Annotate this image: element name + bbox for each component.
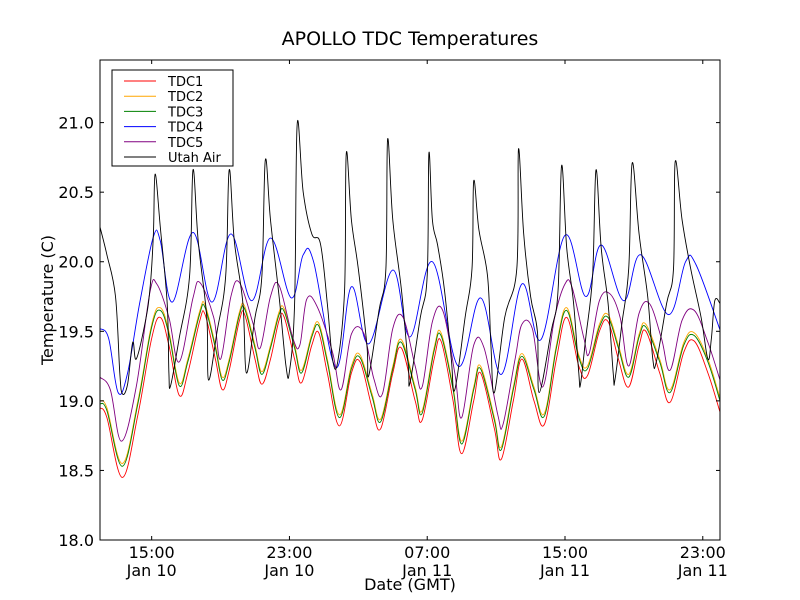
series-layer bbox=[100, 120, 720, 478]
legend-label: Utah Air bbox=[168, 151, 221, 166]
x-tick-label-time: 23:00 bbox=[266, 543, 312, 562]
y-tick-label: 20.5 bbox=[58, 183, 94, 202]
x-tick-label-date: Jan 11 bbox=[539, 561, 590, 580]
y-axis: 18.0 18.5 19.0 19.5 20.0 20.5 21.0 bbox=[58, 114, 720, 550]
y-tick-label: 19.5 bbox=[58, 322, 94, 341]
x-tick-label-time: 07:00 bbox=[404, 543, 450, 562]
chart-title: APOLLO TDC Temperatures bbox=[282, 28, 539, 50]
x-tick-label-time: 15:00 bbox=[129, 543, 175, 562]
x-tick-label-time: 23:00 bbox=[680, 543, 726, 562]
legend-label: TDC5 bbox=[167, 136, 203, 151]
y-tick-label: 18.0 bbox=[58, 531, 94, 550]
legend-label: TDC4 bbox=[167, 121, 203, 136]
y-tick-label: 21.0 bbox=[58, 114, 94, 133]
y-tick-label: 20.0 bbox=[58, 253, 94, 272]
x-tick-label-date: Jan 10 bbox=[126, 561, 177, 580]
x-axis-label: Date (GMT) bbox=[364, 575, 456, 594]
series-line-tdc5 bbox=[100, 279, 720, 442]
legend-label: TDC1 bbox=[167, 75, 203, 90]
x-tick-label-date: Jan 11 bbox=[401, 561, 452, 580]
series-line-tdc1 bbox=[100, 310, 720, 478]
y-axis-label: Temperature (C) bbox=[38, 235, 57, 366]
x-tick-label-time: 15:00 bbox=[542, 543, 588, 562]
legend-label: TDC2 bbox=[167, 90, 203, 105]
y-tick-label: 19.0 bbox=[58, 392, 94, 411]
legend-box bbox=[111, 69, 234, 167]
x-tick-label-date: Jan 11 bbox=[677, 561, 728, 580]
legend-label: TDC3 bbox=[167, 105, 203, 120]
x-tick-label-date: Jan 10 bbox=[263, 561, 314, 580]
y-tick-label: 18.5 bbox=[58, 461, 94, 480]
plot-frame bbox=[99, 59, 721, 541]
series-line-utah-air bbox=[100, 120, 720, 395]
